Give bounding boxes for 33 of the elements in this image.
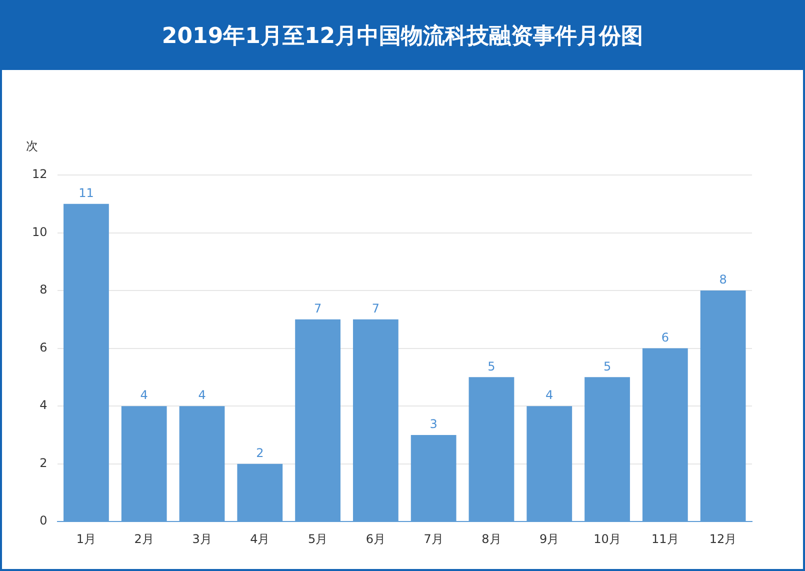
y-tick-label: 0 [40,514,48,528]
y-tick-label: 10 [32,224,48,239]
data-label: 4 [546,388,554,402]
data-label: 11 [78,186,94,200]
data-label: 2 [256,446,264,460]
data-label: 6 [661,330,669,344]
y-tick-label: 6 [40,340,48,354]
data-label: 3 [430,417,438,432]
x-tick-label: 9月 [540,532,560,546]
x-tick-label: 11月 [652,532,679,546]
data-label: 4 [198,388,206,402]
x-tick-label: 2月 [134,532,154,546]
x-tick-label: 4月 [250,532,270,546]
data-label: 5 [488,359,496,374]
y-tick-label: 2 [40,456,48,470]
x-tick-label: 8月 [482,532,502,546]
y-tick-label: 4 [40,398,48,412]
x-tick-label: 12月 [709,532,737,546]
chart-title: 2019年1月至12月中国物流科技融资事件月份图 [2,2,803,70]
x-tick-label: 5月 [308,532,328,546]
data-label: 4 [140,388,148,402]
x-tick-label: 6月 [366,532,386,546]
y-tick-label: 12 [32,167,48,182]
data-label: 5 [603,359,612,374]
x-tick-label: 3月 [192,532,212,546]
y-axis-title: 次 [26,139,38,154]
x-tick-label: 7月 [424,532,444,546]
data-label: 7 [372,302,380,316]
y-tick-label: 8 [40,282,48,297]
x-tick-label: 10月 [594,532,621,546]
data-label: 8 [719,272,727,287]
data-label: 7 [314,302,322,316]
x-tick-label: 1月 [76,532,96,546]
